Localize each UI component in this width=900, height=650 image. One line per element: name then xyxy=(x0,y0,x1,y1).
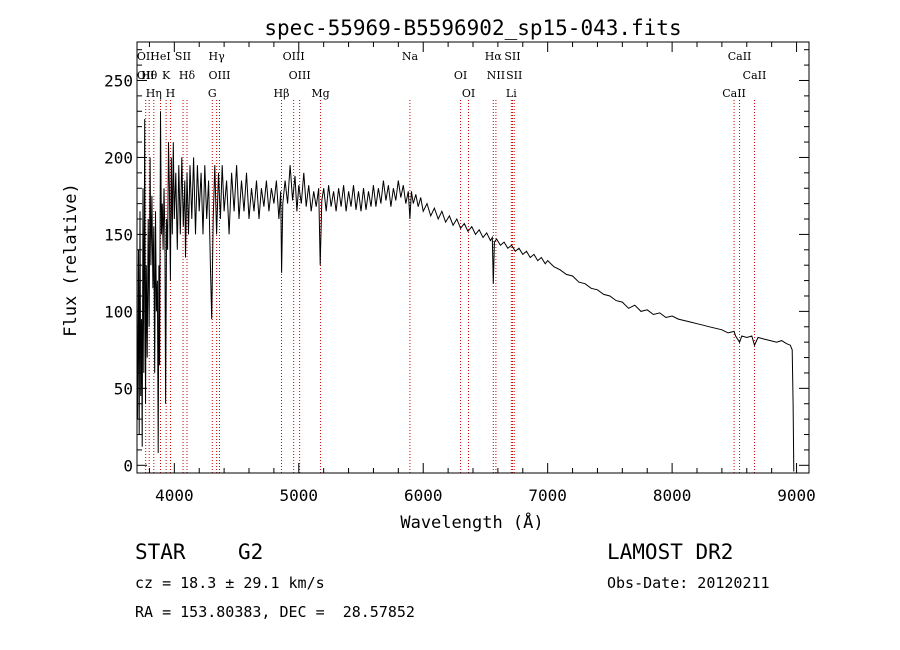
x-tick-label: 6000 xyxy=(404,486,443,505)
line-marker-label: CaII xyxy=(743,69,767,82)
line-marker-label: SII xyxy=(506,69,522,82)
plot-frame xyxy=(136,41,810,474)
line-marker-label: OII xyxy=(137,50,155,63)
redshift-velocity: cz = 18.3 ± 29.1 km/s xyxy=(135,574,325,592)
y-tick-label: 150 xyxy=(104,225,133,244)
spectrum-line xyxy=(137,111,795,472)
y-axis: 0 50 100 150 200 250 xyxy=(104,49,809,475)
y-tick-label: 250 xyxy=(104,71,133,90)
y-axis-label: Flux (relative) xyxy=(61,183,81,337)
line-marker-labels: OIIOIIHθHηHeIKHSIIHδGHγOIIIHβOIIIOIIIMgN… xyxy=(137,50,766,100)
line-marker-label: Hβ xyxy=(274,87,290,100)
line-marker-label: SII xyxy=(504,50,520,63)
y-tick-label: 50 xyxy=(114,379,133,398)
x-tick-label: 4000 xyxy=(155,486,194,505)
line-marker-label: OI xyxy=(454,69,467,82)
line-marker-label: G xyxy=(208,87,217,100)
line-marker-label: OII xyxy=(137,69,155,82)
y-tick-label: 200 xyxy=(104,148,133,167)
line-marker-label: OIII xyxy=(289,69,311,82)
line-marker-label: Na xyxy=(402,50,419,63)
observation-date: Obs-Date: 20120211 xyxy=(607,574,770,592)
y-tick-label: 100 xyxy=(104,302,133,321)
line-marker-label: K xyxy=(162,69,171,82)
survey-name: LAMOST DR2 xyxy=(607,540,734,564)
line-marker-label: H xyxy=(166,87,176,100)
line-marker-label: OIII xyxy=(208,69,230,82)
chart-title: spec-55969-B5596902_sp15-043.fits xyxy=(264,16,681,40)
line-marker-label: Hγ xyxy=(209,50,226,63)
line-marker-label: Hδ xyxy=(179,69,196,82)
x-axis-label: Wavelength (Å) xyxy=(400,511,543,533)
x-tick-label: 8000 xyxy=(653,486,692,505)
y-tick-label: 0 xyxy=(123,456,133,475)
line-marker-label: OIII xyxy=(283,50,305,63)
line-marker-label: Hα xyxy=(485,50,503,63)
x-axis: 4000 5000 6000 7000 8000 9000 xyxy=(148,42,816,505)
line-marker-label: CaII xyxy=(722,87,746,100)
line-marker-label: CaII xyxy=(728,50,752,63)
line-marker-label: NII xyxy=(487,69,505,82)
line-marker-label: Hη xyxy=(146,87,162,100)
line-markers xyxy=(145,100,755,473)
line-marker-label: SII xyxy=(175,50,191,63)
object-class: STAR xyxy=(135,540,186,564)
x-tick-label: 5000 xyxy=(280,486,319,505)
object-subclass: G2 xyxy=(238,540,264,564)
x-tick-label: 7000 xyxy=(528,486,567,505)
line-marker-label: Mg xyxy=(311,87,329,100)
line-marker-label: Li xyxy=(506,87,517,100)
line-marker-label: OI xyxy=(462,87,475,100)
line-marker-label: Hθ xyxy=(141,69,158,82)
line-marker-label: HeI xyxy=(150,50,170,63)
x-tick-label: 9000 xyxy=(777,486,816,505)
coordinates: RA = 153.80383, DEC = 28.57852 xyxy=(135,603,415,621)
